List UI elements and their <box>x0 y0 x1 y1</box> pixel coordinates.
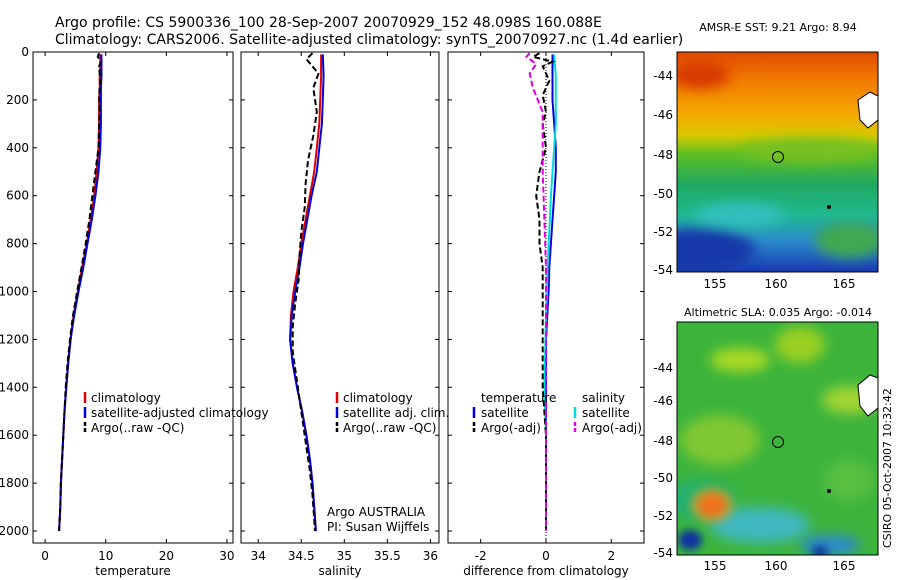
sst-map-field <box>677 52 878 272</box>
sst-xtick: 155 <box>704 277 727 291</box>
legend-label: Argo(-adj) <box>582 421 642 435</box>
sst-map-ticks: 155 160 165 -44 -46 -48 -50 -52 -54 <box>653 69 855 291</box>
sla-ytick: -54 <box>653 546 673 560</box>
y-tick-label: 1600 <box>0 428 29 442</box>
sst-ytick: -54 <box>653 263 673 277</box>
sst-map-frame <box>676 51 879 273</box>
x-tick-label: 36 <box>423 549 438 563</box>
x-tick-label: 0 <box>542 549 550 563</box>
x-tick-label: 30 <box>219 549 234 563</box>
salinity-panel: 34 34.5 35 35.5 36 salinity climatologysatelli… <box>240 51 449 578</box>
x-tick-label: 10 <box>98 549 113 563</box>
series-line <box>289 54 325 532</box>
argo-annotation: Argo AUSTRALIA <box>327 505 426 519</box>
y-tick-label: 1200 <box>0 332 29 346</box>
legend-label: Argo(-adj) <box>481 421 541 435</box>
x-tick-label: 0 <box>41 549 49 563</box>
sst-xtick: 165 <box>833 277 856 291</box>
x-axis-label: difference from climatology <box>463 564 629 578</box>
sla-map: Altimetric SLA: 0.035 Argo: -0.014 <box>653 306 879 573</box>
y-tick-label: 600 <box>6 189 29 203</box>
figure-title-line2: Climatology: CARS2006. Satellite-adjuste… <box>55 32 683 48</box>
x-axis-label: salinity <box>318 564 361 578</box>
sst-ytick: -46 <box>653 108 673 122</box>
y-tick-label: 1400 <box>0 380 29 394</box>
y-tick-label: 800 <box>6 237 29 251</box>
sla-map-frame <box>676 321 879 556</box>
salinity-frame <box>240 51 440 544</box>
y-tick-label: 1000 <box>0 285 29 299</box>
series-line <box>543 54 557 531</box>
series-line <box>58 52 103 532</box>
sst-map: AMSR-E SST: 9.21 Argo: 8.94 155 160 165 … <box>653 21 879 291</box>
sla-xtick: 155 <box>704 559 727 573</box>
legend-label: climatology <box>343 391 413 405</box>
series-line <box>58 54 102 532</box>
series-line <box>530 52 556 531</box>
x-tick-label: 35.5 <box>374 549 401 563</box>
x-tick-label: 34.5 <box>288 549 315 563</box>
sla-xtick: 165 <box>833 559 856 573</box>
sla-float-marker <box>772 436 784 448</box>
temperature-frame <box>32 51 234 544</box>
timestamp-label: CSIRO 05-Oct-2007 10:32:42 <box>881 388 894 548</box>
legend-label: satellite adj. clim. <box>343 406 449 420</box>
sla-ytick: -44 <box>653 361 673 375</box>
series-line <box>291 52 320 532</box>
legend-label: climatology <box>91 391 161 405</box>
sst-float-marker <box>772 151 784 163</box>
legend-label: satellite-adjusted climatology <box>91 406 269 420</box>
sla-ytick: -52 <box>653 509 673 523</box>
temperature-panel: 0 10 20 30 0 200 400 600 800 1000 1200 1400 1600 1800… <box>0 45 269 578</box>
legend-label: satellite <box>582 406 630 420</box>
y-tick-label: 0 <box>21 45 29 59</box>
y-tick-label: 1800 <box>0 476 29 490</box>
sst-map-title: AMSR-E SST: 9.21 Argo: 8.94 <box>699 21 857 34</box>
x-tick-label: 34 <box>251 549 266 563</box>
sla-xtick: 160 <box>765 559 788 573</box>
x-tick-label: -2 <box>475 549 487 563</box>
y-tick-label: 400 <box>6 141 29 155</box>
legend-title-temperature: temperature <box>481 391 556 405</box>
sla-ytick: -46 <box>653 394 673 408</box>
sst-ytick: -52 <box>653 225 673 239</box>
legend-label: satellite <box>481 406 529 420</box>
x-tick-label: 35 <box>337 549 352 563</box>
sst-ytick: -48 <box>653 148 673 162</box>
series-line <box>58 54 103 532</box>
x-tick-label: 20 <box>159 549 174 563</box>
figure-title-line1: Argo profile: CS 5900336_100 28-Sep-2007… <box>55 15 602 31</box>
sla-ytick: -50 <box>653 471 673 485</box>
y-tick-label: 200 <box>6 93 29 107</box>
legend-label: Argo(..raw -QC) <box>91 421 184 435</box>
y-tick-label: 2000 <box>0 524 29 538</box>
sla-map-ticks: 155 160 165 -44 -46 -48 -50 -52 -54 <box>653 361 855 573</box>
sla-ytick: -48 <box>653 434 673 448</box>
profile-panels: 0 10 20 30020040060080010001200140016001800… <box>0 45 645 578</box>
x-tick-label: 2 <box>608 549 616 563</box>
sst-ytick: -44 <box>653 69 673 83</box>
x-axis-label: temperature <box>95 564 170 578</box>
legend-title-salinity: salinity <box>582 391 625 405</box>
sst-xtick: 160 <box>765 277 788 291</box>
argo-annotation: PI: Susan Wijffels <box>327 520 429 534</box>
sla-map-field <box>677 322 878 555</box>
sla-map-title: Altimetric SLA: 0.035 Argo: -0.014 <box>684 306 872 319</box>
sst-ytick: -50 <box>653 187 673 201</box>
series-line <box>524 52 547 531</box>
legend-label: Argo(..raw -QC) <box>343 421 436 435</box>
